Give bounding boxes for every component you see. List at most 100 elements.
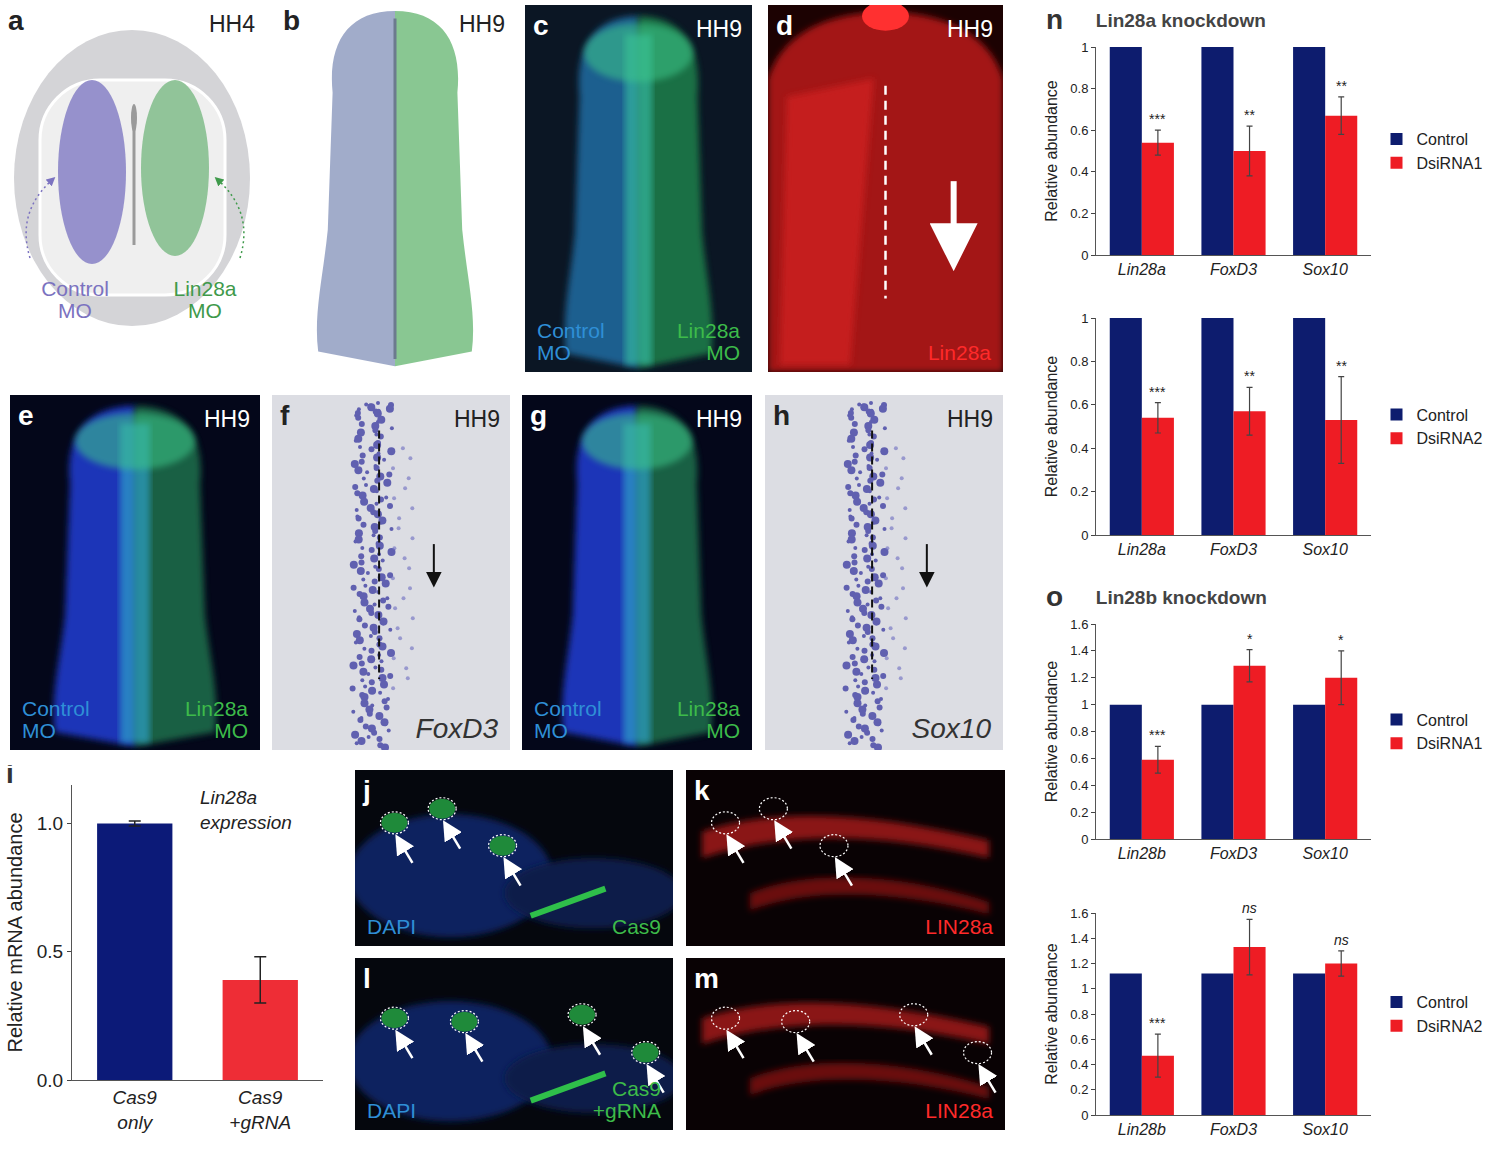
svg-text:Sox10: Sox10 bbox=[1302, 261, 1347, 278]
svg-text:Lin28aMO: Lin28aMO bbox=[185, 697, 248, 742]
svg-text:0.5: 0.5 bbox=[37, 941, 63, 962]
svg-text:**: ** bbox=[1336, 78, 1347, 94]
svg-text:Relative abundance: Relative abundance bbox=[1043, 356, 1060, 498]
svg-text:0.4: 0.4 bbox=[1070, 778, 1088, 793]
svg-text:0.2: 0.2 bbox=[1070, 1082, 1088, 1097]
svg-text:Lin28b knockdown: Lin28b knockdown bbox=[1096, 587, 1267, 608]
svg-text:Lin28b: Lin28b bbox=[1118, 845, 1166, 862]
svg-text:d: d bbox=[776, 10, 793, 41]
svg-text:i: i bbox=[6, 765, 14, 789]
svg-text:LIN28a: LIN28a bbox=[925, 1099, 993, 1122]
svg-text:0.0: 0.0 bbox=[37, 1070, 63, 1091]
svg-text:HH9: HH9 bbox=[454, 406, 500, 432]
svg-text:Relative abundance: Relative abundance bbox=[1043, 943, 1060, 1085]
svg-text:1.4: 1.4 bbox=[1070, 643, 1088, 658]
svg-text:0.4: 0.4 bbox=[1070, 164, 1088, 179]
svg-text:LIN28a: LIN28a bbox=[925, 915, 993, 938]
svg-text:*: * bbox=[1338, 632, 1344, 648]
svg-text:**: ** bbox=[1244, 107, 1255, 123]
svg-text:DsiRNA1: DsiRNA1 bbox=[1417, 155, 1483, 172]
svg-text:Lin28a: Lin28a bbox=[928, 341, 991, 364]
svg-text:Control: Control bbox=[1417, 994, 1469, 1011]
svg-text:**: ** bbox=[1244, 368, 1255, 384]
svg-text:***: *** bbox=[1149, 1015, 1166, 1031]
svg-text:0.6: 0.6 bbox=[1070, 123, 1088, 138]
svg-text:0.2: 0.2 bbox=[1070, 484, 1088, 499]
svg-text:k: k bbox=[694, 775, 710, 806]
svg-text:1.6: 1.6 bbox=[1070, 617, 1088, 632]
svg-text:e: e bbox=[18, 400, 34, 431]
svg-text:Relative abundance: Relative abundance bbox=[1043, 80, 1060, 222]
svg-text:1.2: 1.2 bbox=[1070, 956, 1088, 971]
svg-text:HH4: HH4 bbox=[209, 11, 255, 37]
svg-text:ControlMO: ControlMO bbox=[41, 277, 109, 322]
svg-text:0.8: 0.8 bbox=[1070, 81, 1088, 96]
svg-text:*: * bbox=[1247, 631, 1253, 647]
svg-text:1.4: 1.4 bbox=[1070, 931, 1088, 946]
svg-text:Lin28aexpression: Lin28aexpression bbox=[200, 787, 292, 833]
svg-text:Sox10: Sox10 bbox=[1302, 845, 1347, 862]
svg-text:HH9: HH9 bbox=[696, 16, 742, 42]
svg-text:1: 1 bbox=[1081, 981, 1088, 996]
svg-text:n: n bbox=[1046, 5, 1063, 35]
svg-text:Cas9+gRNA: Cas9+gRNA bbox=[229, 1087, 291, 1133]
svg-text:0.4: 0.4 bbox=[1070, 1057, 1088, 1072]
svg-text:0: 0 bbox=[1081, 528, 1088, 543]
svg-text:Sox10: Sox10 bbox=[1302, 541, 1347, 558]
svg-text:a: a bbox=[8, 5, 24, 36]
svg-text:m: m bbox=[694, 963, 719, 994]
svg-text:0.6: 0.6 bbox=[1070, 1032, 1088, 1047]
svg-text:Sox10: Sox10 bbox=[1302, 1121, 1347, 1138]
svg-text:Lin28a: Lin28a bbox=[1118, 541, 1166, 558]
svg-text:0.8: 0.8 bbox=[1070, 354, 1088, 369]
svg-text:1.6: 1.6 bbox=[1070, 906, 1088, 921]
svg-text:0.6: 0.6 bbox=[1070, 397, 1088, 412]
svg-text:FoxD3: FoxD3 bbox=[1210, 261, 1257, 278]
svg-text:Sox10: Sox10 bbox=[912, 713, 992, 744]
svg-text:0: 0 bbox=[1081, 1108, 1088, 1123]
svg-text:DAPI: DAPI bbox=[367, 1099, 416, 1122]
svg-text:j: j bbox=[362, 775, 371, 806]
svg-text:Relative mRNA abundance: Relative mRNA abundance bbox=[4, 812, 26, 1052]
svg-text:***: *** bbox=[1149, 727, 1166, 743]
svg-text:0.4: 0.4 bbox=[1070, 441, 1088, 456]
svg-text:DsiRNA2: DsiRNA2 bbox=[1417, 430, 1483, 447]
svg-text:Lin28aMO: Lin28aMO bbox=[677, 697, 740, 742]
svg-text:o: o bbox=[1046, 582, 1063, 612]
svg-text:Control: Control bbox=[1417, 712, 1469, 729]
svg-text:Cas9: Cas9 bbox=[612, 915, 661, 938]
svg-text:1.0: 1.0 bbox=[37, 813, 63, 834]
svg-text:1: 1 bbox=[1081, 311, 1088, 326]
svg-text:FoxD3: FoxD3 bbox=[1210, 1121, 1257, 1138]
svg-text:b: b bbox=[283, 5, 300, 36]
svg-text:ControlMO: ControlMO bbox=[22, 697, 90, 742]
svg-text:0.2: 0.2 bbox=[1070, 206, 1088, 221]
svg-text:FoxD3: FoxD3 bbox=[416, 713, 499, 744]
svg-text:c: c bbox=[533, 10, 549, 41]
svg-text:Control: Control bbox=[1417, 407, 1469, 424]
svg-text:HH9: HH9 bbox=[947, 16, 993, 42]
svg-text:h: h bbox=[773, 400, 790, 431]
svg-text:Lin28a knockdown: Lin28a knockdown bbox=[1096, 10, 1266, 31]
svg-text:Control: Control bbox=[1417, 131, 1469, 148]
svg-text:0: 0 bbox=[1081, 248, 1088, 263]
svg-text:Lin28aMO: Lin28aMO bbox=[173, 277, 236, 322]
svg-text:0.2: 0.2 bbox=[1070, 805, 1088, 820]
svg-text:***: *** bbox=[1149, 384, 1166, 400]
svg-text:FoxD3: FoxD3 bbox=[1210, 845, 1257, 862]
svg-text:0.8: 0.8 bbox=[1070, 724, 1088, 739]
svg-text:l: l bbox=[363, 963, 371, 994]
svg-text:FoxD3: FoxD3 bbox=[1210, 541, 1257, 558]
svg-text:g: g bbox=[530, 400, 547, 431]
svg-text:Relative abundance: Relative abundance bbox=[1043, 661, 1060, 803]
svg-text:DAPI: DAPI bbox=[367, 915, 416, 938]
svg-text:ns: ns bbox=[1334, 932, 1349, 948]
svg-text:***: *** bbox=[1149, 111, 1166, 127]
svg-text:Lin28a: Lin28a bbox=[1118, 261, 1166, 278]
svg-text:ControlMO: ControlMO bbox=[537, 319, 605, 364]
svg-text:Cas9+gRNA: Cas9+gRNA bbox=[593, 1077, 661, 1122]
svg-text:DsiRNA1: DsiRNA1 bbox=[1417, 735, 1483, 752]
svg-text:HH9: HH9 bbox=[459, 11, 505, 37]
svg-text:HH9: HH9 bbox=[696, 406, 742, 432]
svg-text:f: f bbox=[280, 400, 290, 431]
